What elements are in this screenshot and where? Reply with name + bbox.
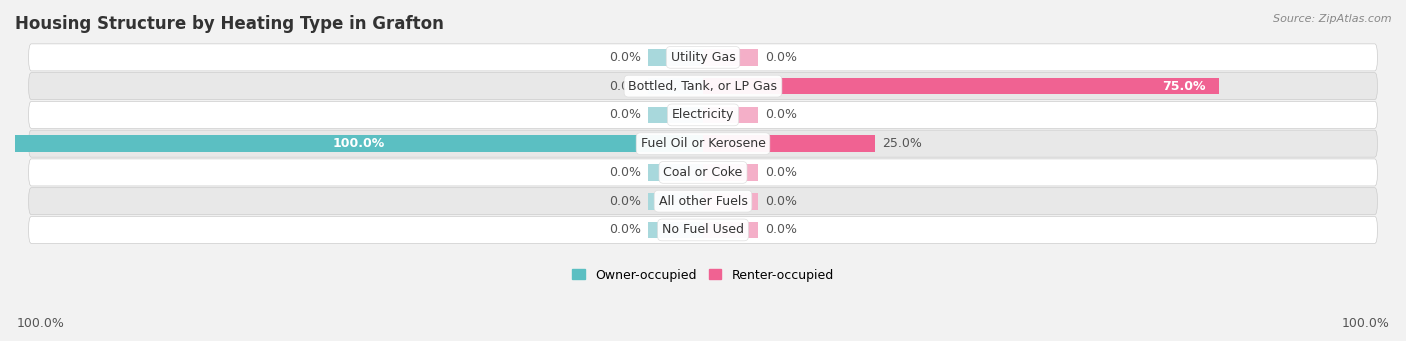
FancyBboxPatch shape xyxy=(28,73,1378,100)
Bar xyxy=(648,222,703,238)
Text: Fuel Oil or Kerosene: Fuel Oil or Kerosene xyxy=(641,137,765,150)
Text: 100.0%: 100.0% xyxy=(333,137,385,150)
Text: 0.0%: 0.0% xyxy=(765,51,797,64)
Text: No Fuel Used: No Fuel Used xyxy=(662,223,744,236)
Text: Coal or Coke: Coal or Coke xyxy=(664,166,742,179)
FancyBboxPatch shape xyxy=(28,217,1378,243)
Bar xyxy=(15,135,703,152)
Text: 100.0%: 100.0% xyxy=(17,317,65,330)
Bar xyxy=(703,164,758,181)
Bar xyxy=(703,222,758,238)
Text: Source: ZipAtlas.com: Source: ZipAtlas.com xyxy=(1274,14,1392,24)
Text: 0.0%: 0.0% xyxy=(609,195,641,208)
Bar xyxy=(648,49,703,66)
Text: Housing Structure by Heating Type in Grafton: Housing Structure by Heating Type in Gra… xyxy=(15,15,444,33)
Text: 0.0%: 0.0% xyxy=(765,223,797,236)
Text: Electricity: Electricity xyxy=(672,108,734,121)
Bar xyxy=(703,193,758,209)
FancyBboxPatch shape xyxy=(28,44,1378,71)
Text: 0.0%: 0.0% xyxy=(765,195,797,208)
FancyBboxPatch shape xyxy=(28,130,1378,157)
Text: 0.0%: 0.0% xyxy=(609,51,641,64)
Text: 0.0%: 0.0% xyxy=(765,166,797,179)
Bar xyxy=(648,78,703,94)
FancyBboxPatch shape xyxy=(28,101,1378,129)
Text: Bottled, Tank, or LP Gas: Bottled, Tank, or LP Gas xyxy=(628,80,778,93)
Text: 75.0%: 75.0% xyxy=(1161,80,1205,93)
Bar xyxy=(703,49,758,66)
Legend: Owner-occupied, Renter-occupied: Owner-occupied, Renter-occupied xyxy=(568,264,838,286)
FancyBboxPatch shape xyxy=(28,188,1378,215)
Bar xyxy=(648,106,703,123)
Text: 0.0%: 0.0% xyxy=(765,108,797,121)
Text: 0.0%: 0.0% xyxy=(609,223,641,236)
Bar xyxy=(648,193,703,209)
FancyBboxPatch shape xyxy=(28,159,1378,186)
Bar xyxy=(703,106,758,123)
Bar xyxy=(703,78,1219,94)
Text: 25.0%: 25.0% xyxy=(882,137,922,150)
Text: 0.0%: 0.0% xyxy=(609,166,641,179)
Bar xyxy=(648,164,703,181)
Text: 0.0%: 0.0% xyxy=(609,108,641,121)
Bar xyxy=(703,135,875,152)
Text: All other Fuels: All other Fuels xyxy=(658,195,748,208)
Text: 0.0%: 0.0% xyxy=(609,80,641,93)
Text: 100.0%: 100.0% xyxy=(1341,317,1389,330)
Text: Utility Gas: Utility Gas xyxy=(671,51,735,64)
